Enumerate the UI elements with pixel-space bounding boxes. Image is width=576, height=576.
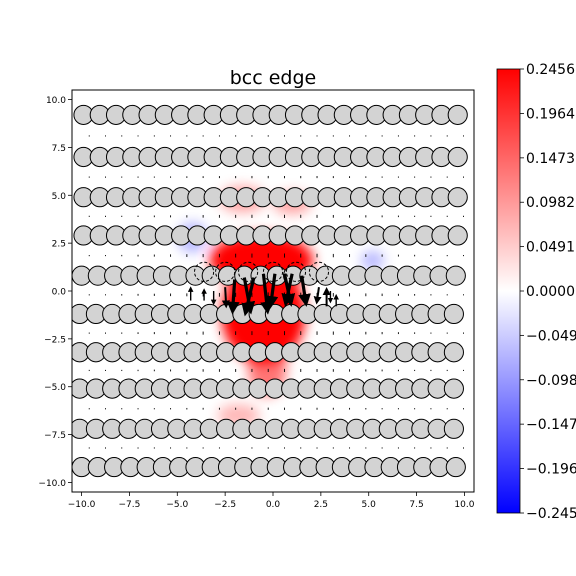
atom-layer <box>72 104 468 478</box>
atom <box>443 378 464 399</box>
colorbar-tick-label: 0.0491 <box>526 240 575 256</box>
colorbar-tick-label: 0.0000 <box>526 284 575 300</box>
y-tick-label: 0.0 <box>52 288 67 298</box>
displacement-arrow <box>226 279 240 315</box>
colorbar-tick-label: −0.049 <box>526 328 576 344</box>
atom <box>447 146 468 168</box>
displacement-arrows <box>187 273 339 317</box>
y-axis: 10.0 7.5 5.0 2.5 0.0 −2.5 −5.0 −7.5 −10.0 <box>38 96 72 489</box>
y-tick-label: −5.0 <box>44 383 66 393</box>
x-tick-label: 0.0 <box>266 500 281 510</box>
y-tick-label: 5.0 <box>52 192 67 202</box>
colorbar-gradient <box>496 68 521 514</box>
dislocation-core <box>194 261 330 282</box>
colorbar-tick-label: −0.098 <box>526 373 576 389</box>
x-tick-label: −7.5 <box>118 500 140 510</box>
y-tick-label: −7.5 <box>44 431 66 441</box>
core-atom <box>215 261 236 282</box>
colorbar-tick-label: 0.2456 <box>526 62 575 78</box>
displacement-arrow <box>221 287 230 309</box>
x-tick-label: 2.5 <box>314 500 328 510</box>
core-atom <box>194 261 215 282</box>
displacement-arrow <box>241 277 256 317</box>
colorbar-tick-label: −0.147 <box>526 417 576 433</box>
displacement-arrow <box>298 275 311 307</box>
atom <box>447 104 468 125</box>
y-tick-label: 7.5 <box>52 144 66 154</box>
colorbar-tick-label: 0.1473 <box>526 151 575 167</box>
y-tick-label: −2.5 <box>44 335 66 345</box>
colorbar-tick-label: −0.196 <box>526 462 576 478</box>
colorbar-tick-label: −0.245 <box>526 506 576 522</box>
x-tick-label: −2.5 <box>214 500 236 510</box>
atom <box>443 418 464 439</box>
displacement-arrow <box>313 287 322 305</box>
displacement-arrow <box>265 273 279 309</box>
plot-area <box>72 90 474 492</box>
x-tick-label: 7.5 <box>409 500 423 510</box>
core-atom <box>238 261 259 282</box>
x-tick-label: −5.0 <box>166 500 188 510</box>
colorbar-tick-label: 0.0982 <box>526 195 575 211</box>
stress-blob <box>361 250 385 270</box>
atom <box>443 303 464 325</box>
colorbar-ticks: 0.2456 0.1964 0.1473 0.0982 0.0491 0.0000 −0.0… <box>520 62 576 522</box>
colorbar-tick-label: 0.1964 <box>526 106 575 122</box>
core-atom <box>262 261 284 282</box>
displacement-arrow <box>281 273 294 307</box>
y-tick-label: 10.0 <box>46 96 66 106</box>
core-atom <box>285 261 307 282</box>
x-tick-label: 10.0 <box>454 500 474 510</box>
x-tick-label: 5.0 <box>362 500 377 510</box>
core-atom <box>308 261 330 282</box>
atom <box>445 265 466 286</box>
y-tick-label: −10.0 <box>38 479 66 489</box>
atom <box>443 342 464 363</box>
atom <box>447 225 468 246</box>
x-axis: −10.0 −7.5 −5.0 −2.5 0.0 2.5 5.0 7.5 10.0 <box>68 492 475 510</box>
x-tick-label: −10.0 <box>68 500 96 510</box>
colorbar: 0.2456 0.1964 0.1473 0.0982 0.0491 0.0000 −0.0… <box>496 62 576 522</box>
atom <box>447 187 468 208</box>
y-tick-label: 2.5 <box>52 240 66 250</box>
chart-title: bcc edge <box>230 67 317 89</box>
atom <box>445 457 466 478</box>
